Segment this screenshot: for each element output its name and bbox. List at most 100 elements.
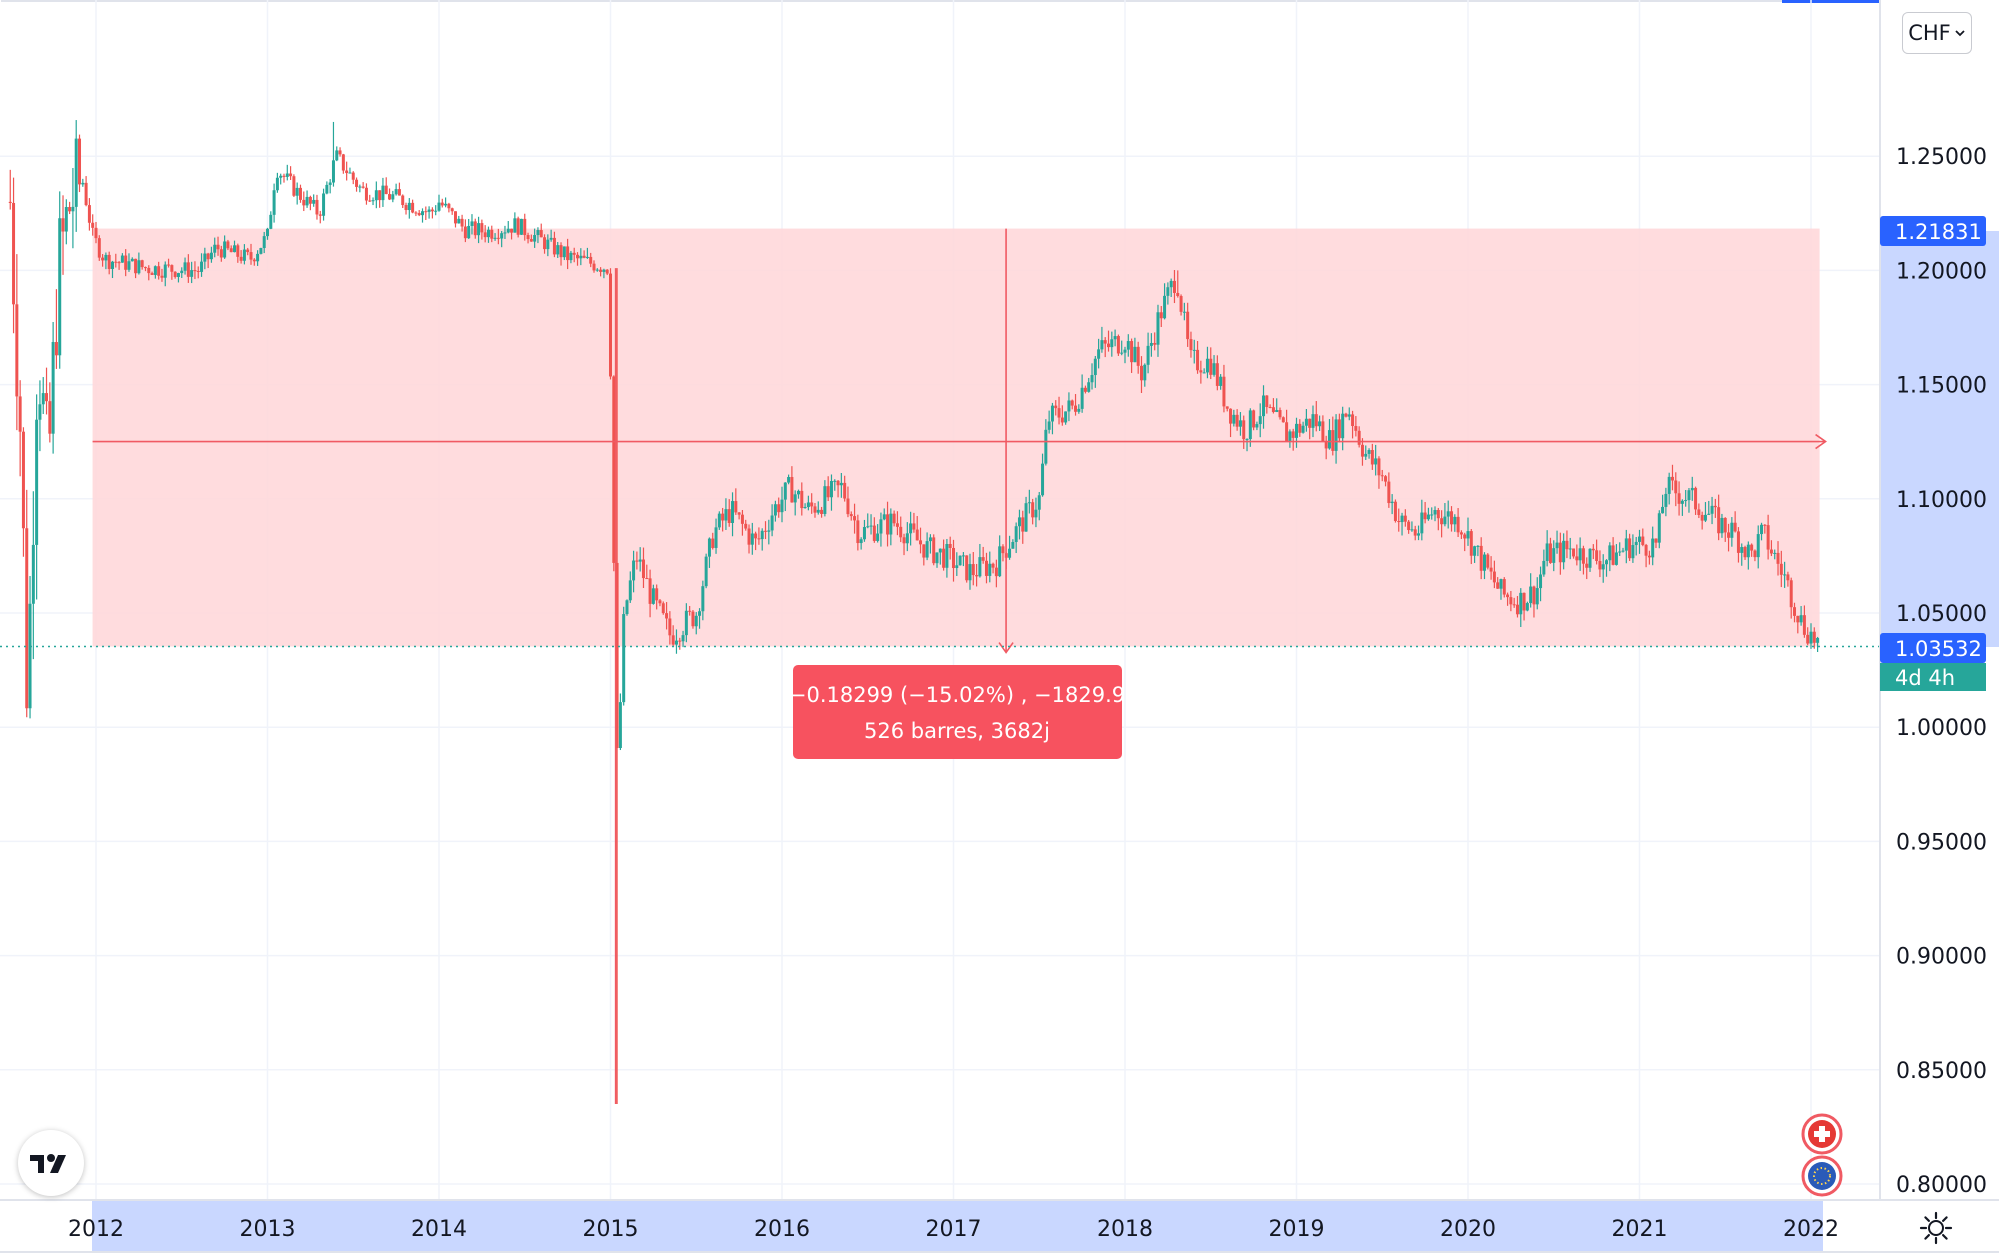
candle-body: [721, 513, 725, 521]
candle-body: [361, 186, 365, 188]
candle-body: [1011, 542, 1015, 549]
candle-body: [1621, 550, 1625, 552]
candle-body: [849, 514, 853, 517]
candle-body: [754, 533, 758, 539]
candle-body: [1463, 534, 1467, 539]
candle-body: [948, 544, 952, 548]
candle-body: [1690, 487, 1694, 491]
candle-body: [1080, 387, 1084, 409]
candle-body: [1525, 603, 1529, 611]
candle-body: [355, 179, 359, 187]
settings-icon[interactable]: [1918, 1210, 1954, 1246]
candle-body: [58, 218, 62, 356]
candle-body: [348, 172, 352, 174]
candle-body: [236, 245, 240, 257]
candle-body: [737, 512, 741, 515]
candle-body: [843, 482, 847, 499]
price-axis[interactable]: 0.80000 0.85000 0.90000 0.95000 1.00000 1.050…: [1896, 145, 1987, 1198]
candlestick-series: [8, 120, 1820, 1105]
candle-body: [1789, 580, 1793, 608]
candle-body: [1212, 363, 1216, 375]
candle-body: [364, 187, 368, 201]
candle-body: [298, 187, 302, 200]
candle-body: [91, 222, 95, 228]
candle-body: [783, 482, 787, 500]
candle-body: [1565, 540, 1569, 550]
candle-body: [249, 252, 253, 260]
candle-body: [1255, 424, 1259, 428]
candle-body: [51, 342, 55, 434]
candle-body: [1638, 536, 1641, 542]
candle-body: [1384, 476, 1388, 482]
candle-body: [1222, 376, 1226, 407]
candle-body: [28, 603, 32, 709]
candle-body: [1763, 524, 1767, 526]
eu-flag-icon[interactable]: [1801, 1155, 1843, 1197]
candle-body: [1242, 420, 1246, 440]
time-axis[interactable]: 2012 2013 2014 2015 2016 2017 2018 2019 2020 2021…: [68, 1217, 1839, 1242]
candle-body: [477, 223, 481, 236]
candle-body: [942, 548, 946, 568]
candle-body: [1694, 487, 1698, 510]
candle-body: [717, 513, 721, 528]
candle-body: [1410, 529, 1414, 531]
candle-body: [622, 614, 626, 703]
candle-body: [1799, 615, 1803, 623]
candle-body: [1677, 493, 1681, 504]
candle-body: [1651, 538, 1655, 558]
candle-body: [1367, 450, 1371, 454]
candle-body: [114, 261, 118, 263]
candle-body: [1205, 358, 1209, 373]
candle-body: [1575, 556, 1579, 561]
candle-body: [638, 559, 642, 562]
candle-body: [1459, 532, 1463, 535]
candle-body: [1506, 594, 1510, 598]
y-tick-label: 1.05000: [1896, 602, 1987, 627]
candle-body: [368, 200, 372, 202]
candle-body: [1397, 520, 1401, 523]
candle-body: [384, 185, 388, 195]
candle-body: [1776, 552, 1780, 564]
candle-body: [1304, 418, 1308, 426]
candle-body: [427, 209, 431, 212]
candle-body: [266, 228, 269, 237]
candle-body: [1512, 604, 1516, 606]
candle-body: [239, 256, 243, 261]
tradingview-logo-icon[interactable]: [18, 1130, 84, 1196]
candle-body: [1258, 416, 1262, 425]
candle-body: [668, 618, 672, 636]
swiss-flag-icon[interactable]: [1801, 1113, 1843, 1155]
candle-body: [1298, 423, 1302, 433]
candle-body: [1262, 395, 1266, 417]
candle-body: [1766, 525, 1770, 550]
candle-body: [899, 526, 903, 538]
candle-body: [569, 252, 573, 261]
candle-body: [45, 393, 49, 402]
candle-body: [1126, 341, 1130, 350]
candle-body: [18, 396, 22, 432]
price-axis-highlight: [1880, 231, 1999, 647]
candle-body: [1628, 538, 1632, 559]
candle-body: [1499, 579, 1503, 589]
candle-body: [1572, 548, 1576, 557]
candle-body: [110, 261, 114, 269]
candle-body: [609, 273, 612, 377]
candle-body: [938, 548, 942, 553]
candle-body: [295, 187, 299, 196]
candle-body: [107, 254, 111, 269]
candle-body: [74, 138, 78, 207]
candle-body: [1268, 407, 1272, 409]
candle-body: [1535, 588, 1539, 605]
candle-body: [1502, 579, 1506, 595]
candle-body: [925, 541, 929, 558]
currency-selector-button[interactable]: CHF: [1902, 12, 1972, 54]
candle-body: [1318, 421, 1322, 427]
candle-body: [242, 249, 246, 261]
y-tick-label: 0.95000: [1896, 830, 1987, 855]
candle-body: [1202, 372, 1206, 374]
candle-body: [1727, 532, 1731, 538]
candle-body: [1182, 311, 1186, 313]
candle-body: [262, 236, 266, 249]
candle-body: [1644, 544, 1648, 556]
